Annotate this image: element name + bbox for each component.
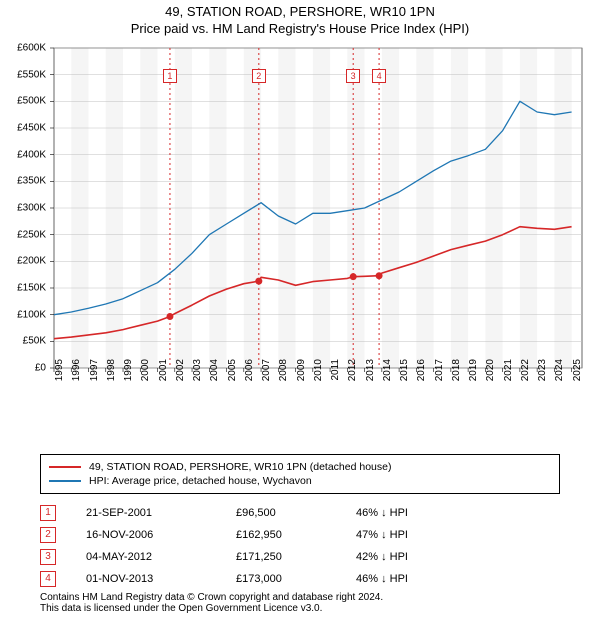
xtick-label: 2001 <box>158 359 169 393</box>
row-date: 01-NOV-2013 <box>86 573 236 585</box>
legend-row: HPI: Average price, detached house, Wych… <box>49 475 551 487</box>
table-row: 3 04-MAY-2012 £171,250 42% ↓ HPI <box>40 548 560 566</box>
xtick-label: 2003 <box>192 359 203 393</box>
xtick-label: 2005 <box>227 359 238 393</box>
xtick-label: 2009 <box>296 359 307 393</box>
sale-marker-box: 1 <box>163 69 177 83</box>
xtick-label: 2025 <box>572 359 583 393</box>
table-row: 4 01-NOV-2013 £173,000 46% ↓ HPI <box>40 570 560 588</box>
ytick-label: £450K <box>8 123 46 134</box>
row-price: £162,950 <box>236 529 356 541</box>
title-line1: 49, STATION ROAD, PERSHORE, WR10 1PN <box>0 4 600 19</box>
footnote: Contains HM Land Registry data © Crown c… <box>40 592 560 614</box>
ytick-label: £400K <box>8 149 46 160</box>
legend-swatch-subject <box>49 466 81 468</box>
xtick-label: 2010 <box>313 359 324 393</box>
row-marker: 1 <box>40 505 56 521</box>
xtick-label: 1997 <box>89 359 100 393</box>
xtick-label: 1998 <box>106 359 117 393</box>
xtick-label: 2002 <box>175 359 186 393</box>
sale-marker-box: 3 <box>346 69 360 83</box>
xtick-label: 2017 <box>434 359 445 393</box>
table-row: 1 21-SEP-2001 £96,500 46% ↓ HPI <box>40 504 560 522</box>
sale-marker-box: 4 <box>372 69 386 83</box>
ytick-label: £550K <box>8 69 46 80</box>
xtick-label: 2014 <box>382 359 393 393</box>
row-pct: 47% ↓ HPI <box>356 529 516 541</box>
legend-label-subject: 49, STATION ROAD, PERSHORE, WR10 1PN (de… <box>89 461 391 473</box>
title-line2: Price paid vs. HM Land Registry's House … <box>0 21 600 36</box>
ytick-label: £250K <box>8 229 46 240</box>
xtick-label: 2011 <box>330 359 341 393</box>
sales-table: 1 21-SEP-2001 £96,500 46% ↓ HPI 2 16-NOV… <box>40 500 560 592</box>
ytick-label: £150K <box>8 283 46 294</box>
xtick-label: 2018 <box>451 359 462 393</box>
ytick-label: £200K <box>8 256 46 267</box>
xtick-label: 2020 <box>485 359 496 393</box>
row-date: 04-MAY-2012 <box>86 551 236 563</box>
ytick-label: £50K <box>8 336 46 347</box>
page: 49, STATION ROAD, PERSHORE, WR10 1PN Pri… <box>0 0 600 620</box>
xtick-label: 2019 <box>468 359 479 393</box>
sale-marker-box: 2 <box>252 69 266 83</box>
row-price: £171,250 <box>236 551 356 563</box>
footnote-line1: Contains HM Land Registry data © Crown c… <box>40 592 560 603</box>
ytick-label: £100K <box>8 309 46 320</box>
row-price: £96,500 <box>236 507 356 519</box>
xtick-label: 2000 <box>140 359 151 393</box>
xtick-label: 2006 <box>244 359 255 393</box>
xtick-label: 1995 <box>54 359 65 393</box>
ytick-label: £600K <box>8 43 46 54</box>
xtick-label: 2015 <box>399 359 410 393</box>
row-date: 21-SEP-2001 <box>86 507 236 519</box>
xtick-label: 2007 <box>261 359 272 393</box>
xtick-label: 2021 <box>503 359 514 393</box>
xtick-label: 2008 <box>278 359 289 393</box>
ytick-label: £500K <box>8 96 46 107</box>
xtick-label: 2013 <box>365 359 376 393</box>
row-marker: 4 <box>40 571 56 587</box>
table-row: 2 16-NOV-2006 £162,950 47% ↓ HPI <box>40 526 560 544</box>
row-marker: 3 <box>40 549 56 565</box>
xtick-label: 2024 <box>554 359 565 393</box>
row-pct: 42% ↓ HPI <box>356 551 516 563</box>
xtick-label: 1996 <box>71 359 82 393</box>
row-date: 16-NOV-2006 <box>86 529 236 541</box>
xtick-label: 2016 <box>416 359 427 393</box>
chart: £0 £50K £100K £150K £200K £250K £300K £350K £400… <box>8 44 592 414</box>
row-marker: 2 <box>40 527 56 543</box>
xtick-label: 2004 <box>209 359 220 393</box>
legend-label-hpi: HPI: Average price, detached house, Wych… <box>89 475 312 487</box>
ytick-label: £300K <box>8 203 46 214</box>
row-price: £173,000 <box>236 573 356 585</box>
xtick-label: 2012 <box>347 359 358 393</box>
legend-swatch-hpi <box>49 480 81 482</box>
ytick-label: £0 <box>8 363 46 374</box>
row-pct: 46% ↓ HPI <box>356 507 516 519</box>
xtick-label: 1999 <box>123 359 134 393</box>
legend: 49, STATION ROAD, PERSHORE, WR10 1PN (de… <box>40 454 560 494</box>
xtick-label: 2022 <box>520 359 531 393</box>
title-block: 49, STATION ROAD, PERSHORE, WR10 1PN Pri… <box>0 0 600 36</box>
ytick-label: £350K <box>8 176 46 187</box>
footnote-line2: This data is licensed under the Open Gov… <box>40 603 560 614</box>
row-pct: 46% ↓ HPI <box>356 573 516 585</box>
xtick-label: 2023 <box>537 359 548 393</box>
legend-row: 49, STATION ROAD, PERSHORE, WR10 1PN (de… <box>49 461 551 473</box>
